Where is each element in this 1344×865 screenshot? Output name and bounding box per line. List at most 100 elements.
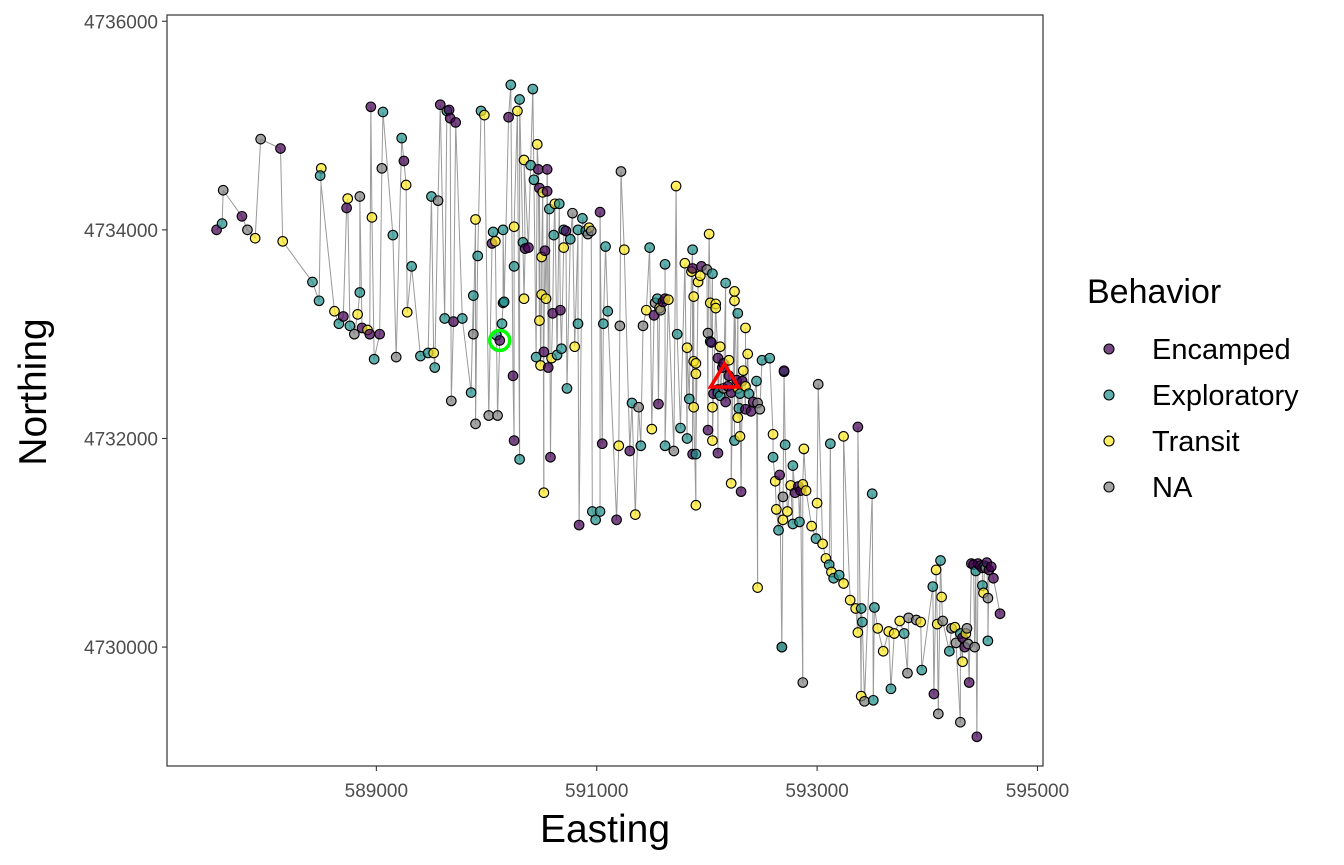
data-point-transit: [707, 401, 718, 413]
data-point-exploratory: [561, 383, 573, 394]
path-segment: [937, 560, 942, 714]
data-point-na: [348, 328, 360, 340]
data-point-exploratory: [368, 353, 380, 365]
path-segment: [577, 323, 580, 526]
path-segment: [843, 436, 851, 601]
data-point-encamped: [448, 316, 459, 328]
data-point-exploratory: [508, 261, 520, 272]
x-axis: 589000 591000 593000 595000: [345, 766, 1069, 802]
data-point-transit: [400, 179, 412, 191]
data-point-transit: [729, 295, 740, 307]
data-point-transit: [342, 193, 354, 204]
data-point-transit: [725, 477, 737, 489]
data-point-exploratory: [429, 362, 441, 373]
data-point-na: [376, 162, 388, 174]
path-segment: [817, 384, 824, 544]
path-segment: [222, 189, 243, 217]
data-point-encamped: [450, 117, 462, 128]
data-point-na: [797, 677, 809, 688]
data-point-encamped: [545, 451, 556, 463]
legend-label-encamped: Encamped: [1152, 334, 1291, 366]
data-point-transit: [508, 221, 520, 233]
data-point-na: [255, 133, 267, 145]
data-point-na: [937, 615, 949, 627]
data-point-exploratory: [496, 318, 508, 330]
data-point-transit: [732, 412, 744, 423]
legend-label-transit: Transit: [1152, 426, 1240, 458]
data-point-transit: [734, 431, 746, 442]
data-point-transit: [688, 291, 700, 302]
data-point-exploratory: [687, 244, 698, 256]
data-point-exploratory: [773, 524, 784, 536]
data-point-encamped: [653, 398, 664, 410]
data-point-encamped: [928, 688, 940, 700]
path-segment: [477, 110, 482, 256]
data-point-transit: [569, 341, 581, 353]
data-point-transit: [936, 591, 947, 603]
legend: Behavior Encamped Exploratory Transit NA: [1087, 273, 1299, 504]
data-point-na: [754, 403, 766, 415]
data-point-transit: [957, 656, 968, 668]
path-segment: [455, 122, 463, 319]
path-segment: [779, 474, 783, 648]
data-point-na: [668, 445, 680, 457]
data-point-transit: [690, 368, 702, 380]
data-point-exploratory: [456, 313, 468, 324]
data-point-exploratory: [377, 106, 389, 118]
data-point-exploratory: [498, 296, 510, 308]
data-point-transit: [877, 645, 889, 657]
path-segment: [392, 235, 397, 358]
data-point-exploratory: [927, 581, 939, 592]
path-segment: [530, 89, 534, 166]
data-point-exploratory: [406, 261, 417, 272]
data-point-exploratory: [590, 514, 601, 526]
path-segment: [444, 110, 448, 319]
path-segment: [319, 175, 335, 312]
data-point-na: [390, 351, 402, 363]
path-segment: [815, 503, 818, 539]
data-point-exploratory: [855, 603, 867, 614]
data-point-exploratory: [313, 295, 325, 307]
path-segment: [872, 607, 875, 701]
path-segment: [987, 569, 990, 641]
path-segment: [657, 308, 661, 405]
data-point-transit: [329, 305, 340, 317]
legend-key-exploratory: [1103, 389, 1115, 401]
path-segment: [932, 586, 935, 695]
path-segment: [863, 493, 873, 702]
data-point-exploratory: [564, 233, 576, 245]
data-point-exploratory: [594, 506, 606, 517]
data-point-exploratory: [787, 460, 799, 471]
path-segment: [254, 139, 262, 239]
data-point-encamped: [337, 311, 349, 322]
path-segment: [395, 138, 403, 358]
data-point-encamped: [541, 164, 553, 175]
data-point-exploratory: [764, 352, 776, 364]
legend-title: Behavior: [1087, 273, 1221, 311]
data-point-transit: [723, 354, 735, 366]
data-point-encamped: [555, 304, 566, 316]
data-point-transit: [670, 180, 682, 192]
x-tick-label: 593000: [785, 781, 848, 802]
path-segment: [488, 243, 493, 416]
data-point-exploratory: [824, 438, 836, 450]
data-point-encamped: [596, 438, 608, 450]
data-point-exploratory: [548, 229, 560, 241]
data-point-transit: [777, 514, 789, 526]
data-point-exploratory: [472, 250, 484, 262]
data-point-exploratory: [720, 277, 732, 289]
data-point-exploratory: [982, 635, 994, 647]
data-point-exploratory: [690, 448, 702, 460]
path-segment: [903, 633, 908, 674]
path-segment: [640, 325, 644, 446]
point-layer: [211, 79, 1006, 743]
plot-panel-border: [166, 14, 1044, 767]
data-point-exploratory: [681, 433, 693, 444]
path-segment: [405, 185, 408, 313]
path-segment: [861, 622, 865, 702]
data-point-na: [467, 328, 479, 340]
path-segment: [437, 104, 441, 201]
data-point-transit: [800, 485, 812, 496]
data-point-transit: [690, 499, 702, 511]
